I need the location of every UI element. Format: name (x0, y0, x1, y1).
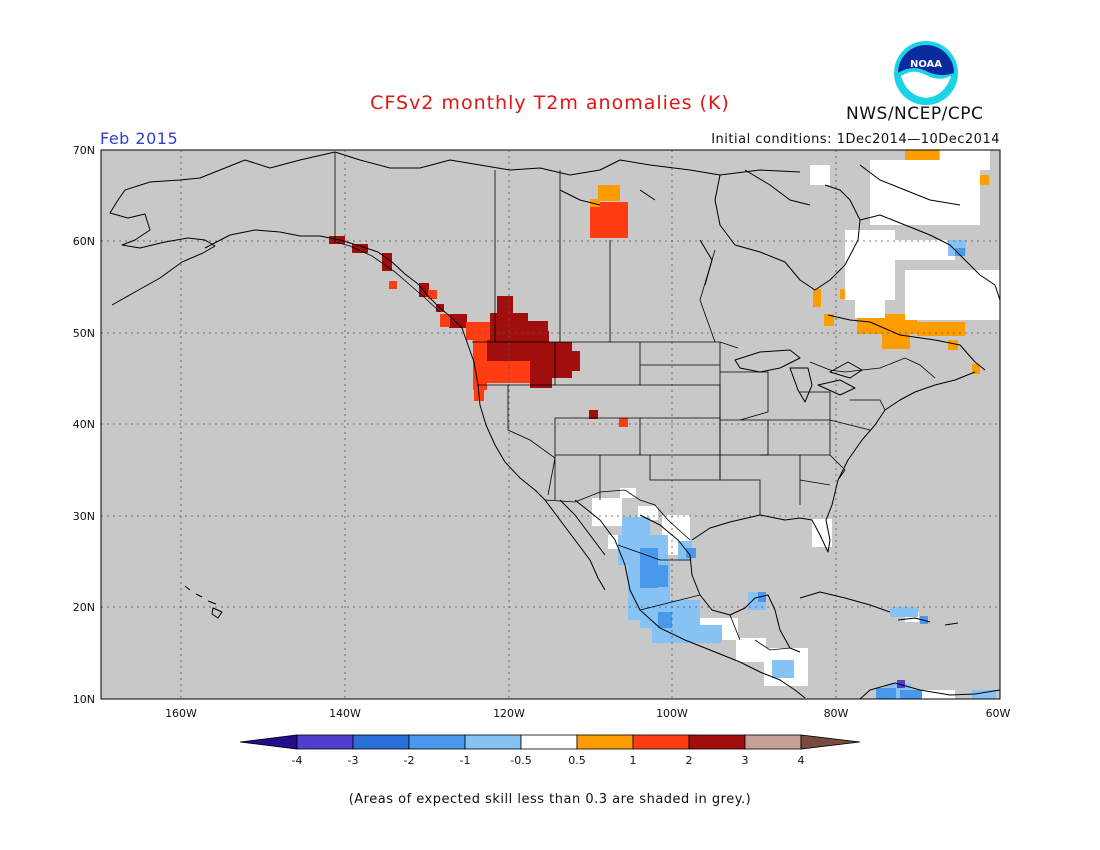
map-frame (100, 149, 1001, 700)
anomaly-cells-05-1 (590, 150, 989, 374)
lon-labels: 160W 140W 120W 100W 80W 60W (165, 707, 1010, 720)
noaa-logo-text: NOAA (910, 59, 942, 70)
coastlines (109, 151, 1001, 700)
lon-label: 100W (656, 707, 688, 720)
anomaly-cells-near-zero (592, 150, 1000, 699)
forecast-period: Feb 2015 (100, 129, 179, 148)
anomaly-cells-neg05-neg1 (618, 240, 996, 699)
colorbar-label: 2 (686, 754, 693, 767)
lat-label: 10N (73, 693, 95, 706)
anomaly-cells-neg3-neg4 (897, 680, 905, 688)
noaa-logo-gull (901, 71, 951, 98)
colorbar-label: -3 (348, 754, 359, 767)
colorbar-label: 3 (742, 754, 749, 767)
colorbar-label: -1 (460, 754, 471, 767)
lat-labels: 70N 60N 50N 40N 30N 20N 10N (73, 144, 95, 706)
colorbar-high-arrow (800, 734, 861, 750)
map-title: CFSv2 monthly T2m anomalies (K) (370, 92, 730, 114)
colorbar-labels: -4 -3 -2 -1 -0.5 0.5 1 2 3 4 (292, 754, 805, 767)
lon-label: 120W (493, 707, 525, 720)
colorbar-segment (464, 734, 522, 750)
anomaly-cells-2-3 (329, 236, 598, 419)
anomaly-cells-neg1-neg2 (640, 248, 965, 699)
colorbar-label: 0.5 (568, 754, 586, 767)
lat-label: 30N (73, 510, 95, 523)
colorbar-segment (688, 734, 746, 750)
lat-label: 40N (73, 418, 95, 431)
colorbar-segment (520, 734, 578, 750)
colorbar-segment (352, 734, 410, 750)
noaa-logo-top (898, 45, 954, 76)
lon-label: 60W (986, 707, 1011, 720)
colorbar-label: -2 (404, 754, 415, 767)
agency-label: NWS/NCEP/CPC (846, 104, 984, 124)
colorbar-low-arrow (239, 734, 298, 750)
borders (334, 152, 936, 651)
lat-label: 20N (73, 601, 95, 614)
colorbar-segment (576, 734, 634, 750)
lat-label: 70N (73, 144, 95, 157)
anomaly-shading (329, 150, 1000, 699)
colorbar-segment (632, 734, 690, 750)
colorbar-segment (408, 734, 466, 750)
colorbar-label: 1 (630, 754, 637, 767)
lat-label: 60N (73, 235, 95, 248)
lon-label: 140W (329, 707, 361, 720)
colorbar-label: -4 (292, 754, 303, 767)
lon-label: 160W (165, 707, 197, 720)
noaa-logo: NOAA (894, 41, 958, 105)
colorbar-segment (296, 734, 354, 750)
lat-label: 50N (73, 327, 95, 340)
colorbar (239, 734, 861, 750)
lon-label: 80W (824, 707, 849, 720)
skill-footnote: (Areas of expected skill less than 0.3 a… (348, 792, 752, 807)
colorbar-label: 4 (798, 754, 805, 767)
initial-conditions: Initial conditions: 1Dec2014—10Dec2014 (711, 132, 1000, 147)
colorbar-segment (744, 734, 802, 750)
colorbar-label: -0.5 (510, 754, 531, 767)
